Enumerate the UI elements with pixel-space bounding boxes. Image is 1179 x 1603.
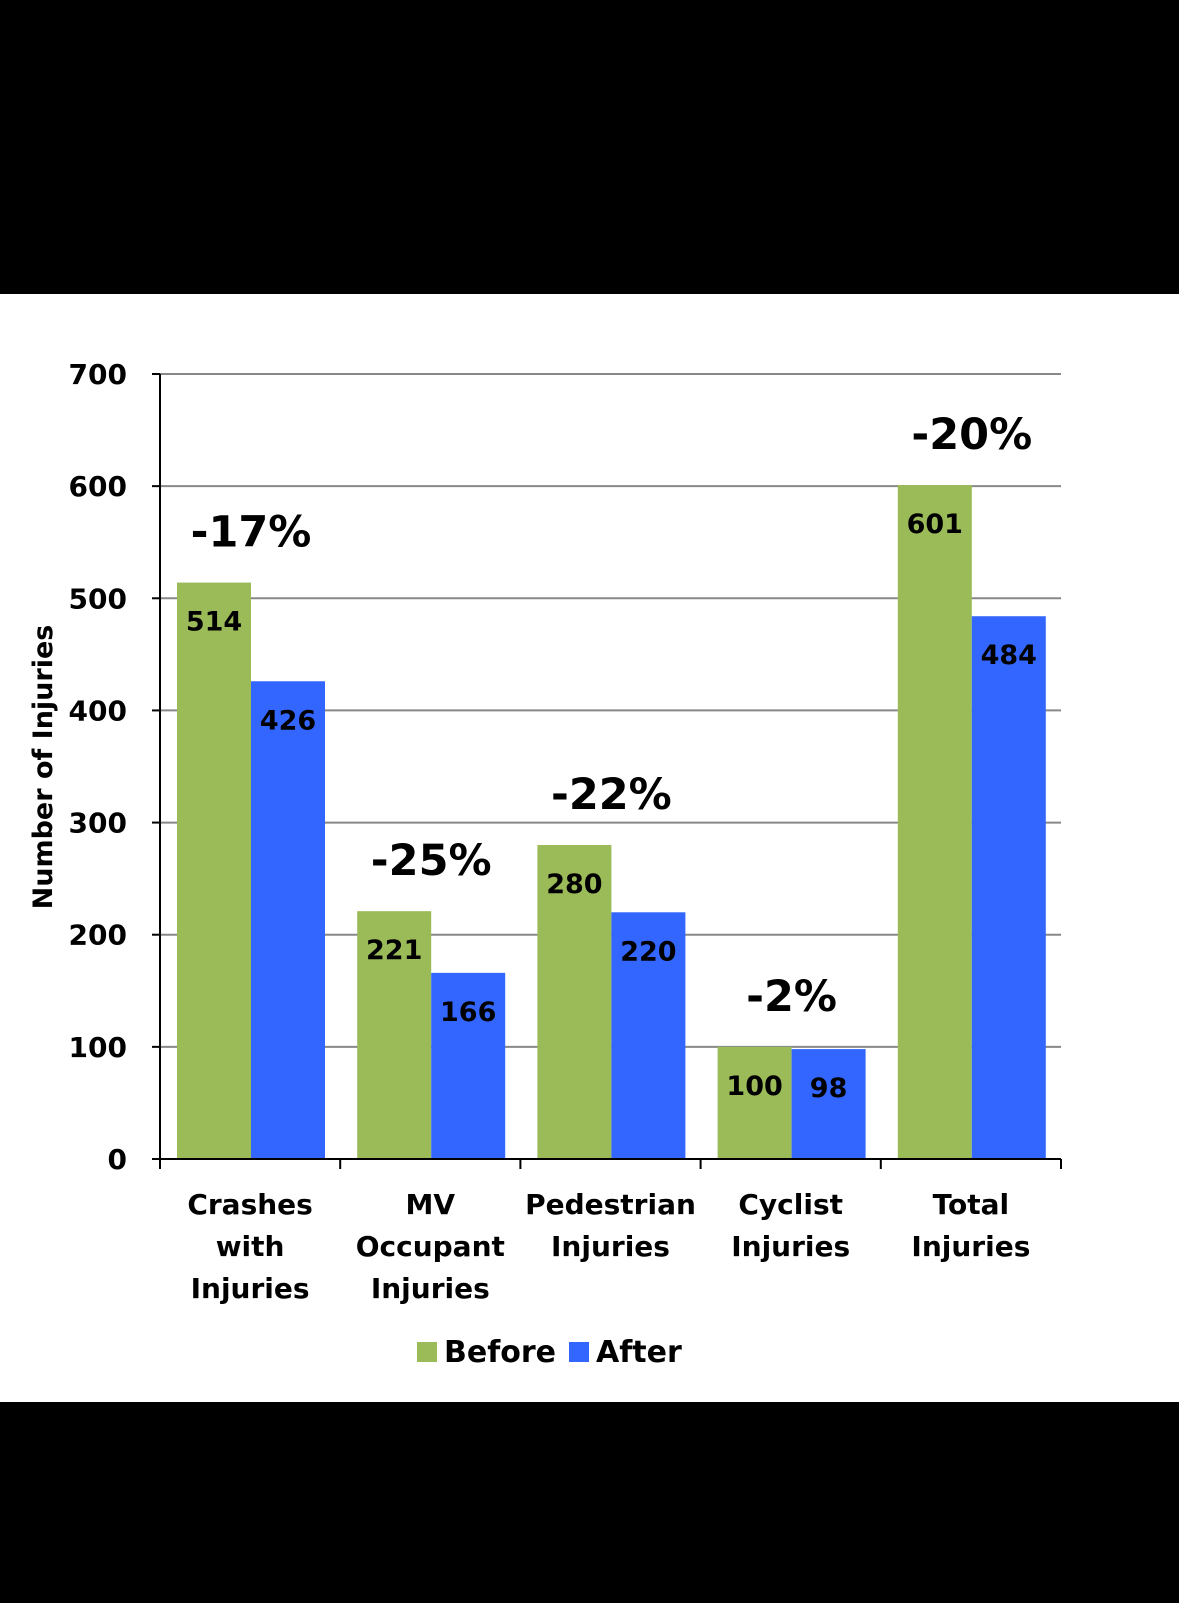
legend: Before After <box>417 1335 682 1370</box>
percent-change-annotation: -17% <box>191 508 312 558</box>
bar-before <box>537 845 612 1159</box>
bar-value-label: 166 <box>440 997 496 1028</box>
bar-value-label: 98 <box>810 1073 848 1104</box>
bar-chart: 0 100 200 300 400 500 600 700 514 426 221 166 280 22… <box>28 358 1062 1370</box>
y-tick-label: 600 <box>69 470 127 503</box>
bar-value-label: 484 <box>981 640 1037 671</box>
annotations: -17% -25% -22% -2% -20% <box>191 410 1033 1022</box>
y-tick-label: 200 <box>69 919 127 952</box>
x-category-label: Total Injuries <box>911 1188 1030 1263</box>
percent-change-annotation: -25% <box>371 836 492 886</box>
x-category-label: Pedestrian Injuries <box>525 1188 696 1263</box>
bar-value-label: 601 <box>907 509 963 540</box>
bar-before <box>717 1046 792 1159</box>
x-category-label: Crashes with Injuries <box>187 1188 313 1305</box>
bar-before <box>897 485 972 1159</box>
bar-value-label: 514 <box>186 607 242 638</box>
bar-value-label: 220 <box>620 936 676 967</box>
bar-before <box>357 911 432 1159</box>
legend-label-after: After <box>596 1335 682 1370</box>
y-tick-label: 100 <box>69 1031 127 1064</box>
bar-value-label: 221 <box>366 935 422 966</box>
bar-value-label: 280 <box>546 869 602 900</box>
bar-before <box>177 582 251 1159</box>
x-category-label: MV Occupant Injuries <box>356 1188 505 1305</box>
bar-after <box>251 681 325 1159</box>
percent-change-annotation: -20% <box>911 410 1032 460</box>
bar-value-label: 426 <box>260 705 316 736</box>
y-tick-label: 300 <box>69 807 127 840</box>
percent-change-annotation: -2% <box>746 972 837 1022</box>
y-axis-label: Number of Injuries <box>28 625 59 910</box>
y-axis-ticks: 0 100 200 300 400 500 600 700 <box>69 358 160 1176</box>
bar-after <box>971 616 1046 1159</box>
legend-label-before: Before <box>444 1335 556 1370</box>
bar-after <box>611 912 686 1159</box>
x-category-label: Cyclist Injuries <box>731 1188 850 1263</box>
y-tick-label: 400 <box>69 694 127 727</box>
y-tick-label: 500 <box>69 582 127 615</box>
y-tick-label: 0 <box>108 1143 127 1176</box>
y-tick-label: 700 <box>69 358 127 391</box>
axes <box>152 374 1062 1169</box>
bar-after <box>791 1049 866 1159</box>
x-axis-labels: Crashes with Injuries MV Occupant Injuries Ped… <box>187 1188 1030 1305</box>
bars: 514 426 221 166 280 220 100 98 601 484 <box>177 485 1046 1159</box>
percent-change-annotation: -22% <box>551 770 672 820</box>
chart-panel: 0 100 200 300 400 500 600 700 514 426 221 166 280 22… <box>0 294 1179 1402</box>
bar-value-label: 100 <box>726 1071 782 1102</box>
legend-swatch-after <box>569 1342 589 1362</box>
bar-after <box>431 972 506 1159</box>
legend-swatch-before <box>417 1342 437 1362</box>
